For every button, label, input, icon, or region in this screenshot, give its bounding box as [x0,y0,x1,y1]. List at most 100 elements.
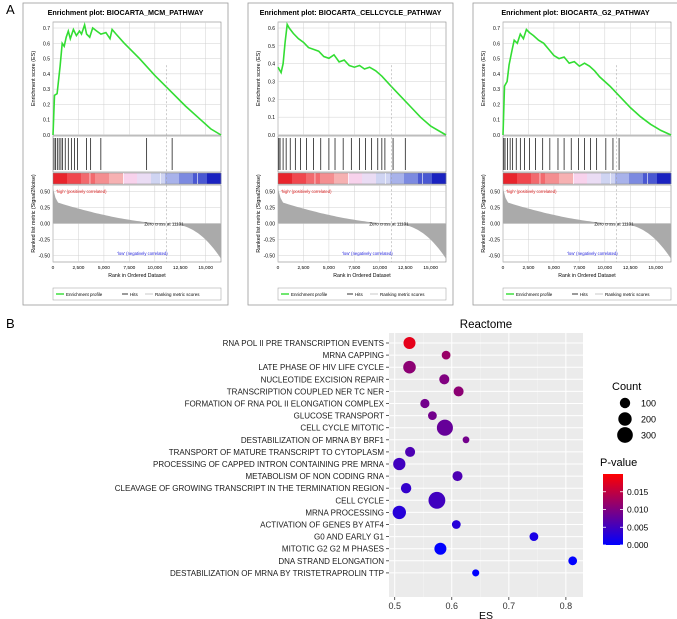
category-label: ACTIVATION OF GENES BY ATF4 [260,521,384,530]
data-point[interactable] [405,446,416,457]
rank-color-segment [404,173,419,184]
high-correlated-label: 'high' (positively correlated) [56,189,107,194]
category-label: NUCLEOTIDE EXCISION REPAIR [261,375,385,384]
rank-tick-label: 2,500 [297,265,309,271]
hits-panel [277,135,447,173]
rank-color-segment [207,173,222,184]
data-point[interactable] [441,350,451,360]
rank-tick-label: 0 [52,265,55,271]
plot-panel-background [389,333,583,597]
hits-panel [52,135,222,173]
colorbar-tick-label: 0.000 [627,540,649,550]
rank-tick-label: 0 [502,265,505,271]
rank-color-segment [137,173,152,184]
data-point[interactable] [453,386,464,397]
enrichment-profile-line [502,28,672,136]
rank-color-segment [292,173,307,184]
count-legend-label: 200 [641,415,656,425]
colorbar-tick-label: 0.015 [627,487,649,497]
es-tick-label: 0.6 [268,26,275,32]
rank-tick-label: 12,500 [623,265,638,271]
rank-color-segment [306,173,321,184]
chart-title: Reactome [460,319,512,331]
rank-tick-label: 10,000 [372,265,387,271]
rank-color-segment [545,173,560,184]
rank-color-segment [432,173,447,184]
data-point[interactable] [392,505,406,520]
rank-color-segment [587,173,602,184]
es-tick-label: 0.3 [43,87,50,93]
category-label: MRNA PROCESSING [305,508,384,517]
rank-color-segment [109,173,124,184]
panel-b-label: B [6,316,15,331]
data-point[interactable] [428,491,446,509]
data-point[interactable] [420,398,430,409]
data-point[interactable] [568,556,578,566]
reactome-dot-plot: Reactome 0.5 0.6 0.7 0.8 RNA POL II PRE TRANS… [115,319,583,619]
data-point[interactable] [452,471,463,482]
enrichment-profile-line [52,21,222,136]
rank-tick-label: 7,500 [348,265,360,271]
category-label: LATE PHASE OF HIV LIFE CYCLE [258,363,384,372]
rank-color-segment [657,173,672,184]
es-axis-label: Enrichment score (ES) [31,51,37,106]
data-point[interactable] [451,520,461,529]
panel-a-label: A [6,2,15,17]
data-point[interactable] [428,411,437,420]
es-tick-label: 0.7 [43,26,50,32]
es-axis-label: Enrichment score (ES) [481,51,487,106]
low-correlated-label: 'low' (negatively correlated) [342,251,393,256]
metric-tick-label: 0.00 [490,222,500,228]
category-label: CELL CYCLE [335,496,384,505]
metric-tick-label: 0.00 [265,222,275,228]
es-tick-label: 0.3 [493,87,500,93]
es-tick-label: 0.5 [268,44,275,50]
category-label: TRANSPORT OF MATURE TRANSCRIPT TO CYTOPL… [169,448,385,457]
es-tick-label: 0.5 [43,57,50,63]
pvalue-legend-title: P-value [600,457,637,469]
category-label: G0 AND EARLY G1 [314,533,385,542]
es-tick-label: 0.0 [43,133,50,139]
rank-color-segment [165,173,180,184]
rank-axis-title: Rank in Ordered Dataset [558,273,616,279]
data-point[interactable] [400,483,412,494]
data-point[interactable] [472,569,480,577]
plot-legend: Enrichment profile Hits Ranking metric sco… [277,287,447,301]
rank-tick-label: 2,500 [72,265,84,271]
gsea-plot-2: Enrichment plot: BIOCARTA_CELLCYCLE_PATH… [247,2,454,306]
data-point[interactable] [436,419,453,436]
data-point[interactable] [403,360,416,374]
metric-tick-label: -0.50 [39,254,51,260]
es-tick-label: 0.2 [43,102,50,108]
plot-legend: Enrichment profile Hits Ranking metric sco… [502,287,672,301]
data-point[interactable] [403,336,416,350]
data-point[interactable] [462,436,470,444]
ranking-metric-area [278,188,446,259]
gsea-plot-3: Enrichment plot: BIOCARTA_G2_PATHWAY0.00… [472,2,677,306]
legend-metric-label: Ranking metric scores [380,292,425,297]
data-point[interactable] [434,542,447,555]
legend-hits-label: Hits [130,292,138,297]
pvalue-colorbar [603,474,623,545]
rank-colorbar-frame [502,172,672,185]
metric-tick-label: -0.25 [39,238,51,244]
data-point[interactable] [439,374,450,385]
ranking-metric-area [503,188,671,259]
low-correlated-label: 'low' (negatively correlated) [117,251,168,256]
legend-box [502,287,672,301]
rank-color-segment [320,173,335,184]
data-point[interactable] [529,532,539,541]
rank-color-segment [123,173,138,184]
metric-axis-label: Ranked list metric (Signal2Noise) [256,174,262,253]
x-tick-label: 0.8 [560,601,573,611]
rank-tick-label: 5,000 [323,265,335,271]
rank-color-segment [559,173,574,184]
rank-tick-label: 0 [277,265,280,271]
category-label: DNA STRAND ELONGATION [278,557,384,566]
legend-hits-label: Hits [355,292,363,297]
rank-tick-label: 7,500 [123,265,135,271]
data-point[interactable] [393,457,406,471]
colorbar-tick-label: 0.005 [627,522,649,532]
